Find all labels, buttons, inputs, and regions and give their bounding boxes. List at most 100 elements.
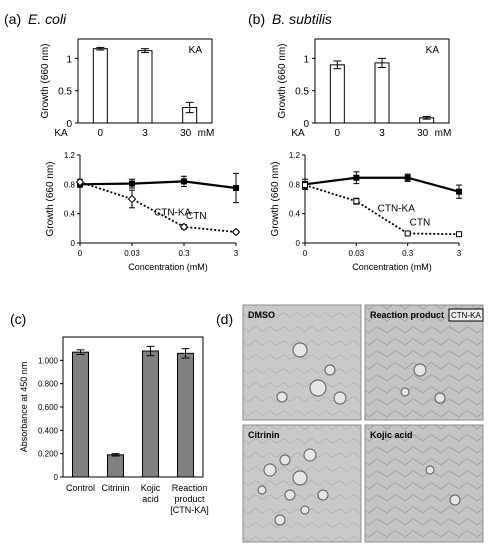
cell-shape (449, 494, 461, 506)
bar (92, 48, 108, 124)
cell-shape (292, 342, 308, 358)
x-tick-label: 0.03 (124, 249, 140, 258)
x-axis-label: Concentration (mM) (128, 262, 208, 272)
point-ctn-ka (233, 185, 239, 191)
bar (72, 351, 89, 478)
cell-shape (257, 485, 267, 495)
x-tick-label: 30 (417, 128, 429, 139)
panel-a-label: (a) (4, 11, 21, 27)
cell-shape (274, 514, 286, 526)
x-tick-label: 0 (303, 249, 308, 258)
x-tick-label: 0.3 (402, 249, 414, 258)
y-tick-label: 1.2 (289, 151, 301, 160)
panel-c-label: (c) (10, 311, 26, 327)
y-tick-label: 0.5 (295, 87, 309, 98)
y-tick-label: 1.000 (38, 356, 59, 365)
cell-shape (434, 392, 446, 404)
x-tick-label: 3 (379, 128, 385, 139)
chart-a-growth-line: 0 0.4 0.8 1.2 0 0.03 0.3 3 Concentration (mM) Gro… (45, 151, 241, 272)
y-tick-label: 0 (54, 473, 59, 482)
x-tick-label: 0 (78, 249, 83, 258)
x-unit-label: mM (435, 128, 452, 139)
y-tick-label: 1 (66, 54, 72, 65)
y-tick-label: 0 (296, 239, 301, 248)
chart-c-absorbance-bar: 0 0.200 0.400 0.600 0.800 1.000 Absorbance at … (19, 336, 209, 515)
cell-shape (300, 505, 310, 515)
micrograph-label: Reaction product (370, 310, 444, 320)
point-ctn (302, 182, 308, 189)
x-tick-label: 0 (335, 128, 341, 139)
micrograph-3 (364, 424, 484, 543)
point-ctn (179, 222, 189, 232)
y-axis-label: Growth (660 nm) (270, 161, 281, 236)
x-tick-label: 3 (142, 128, 148, 139)
micrograph-tag-box (448, 308, 484, 322)
x-axis-label: Concentration (mM) (352, 262, 432, 272)
cell-shape (324, 364, 336, 376)
y-tick-label: 0 (303, 119, 309, 130)
cell-shape (292, 470, 308, 486)
point-ctn-ka (404, 174, 411, 181)
series-line-ctn-ka (79, 180, 237, 190)
y-tick-label: 0.4 (64, 210, 76, 219)
x-tick-label: acid (142, 494, 159, 504)
series-label-ctn: CTN (410, 217, 431, 228)
micrograph-label: DMSO (248, 310, 275, 320)
x-tick-label: 3 (457, 249, 462, 258)
y-tick-label: 0.800 (38, 380, 59, 389)
micrograph-label: Kojic acid (370, 430, 413, 440)
y-tick-label: 0.8 (64, 180, 76, 189)
cell-shape (284, 489, 296, 501)
cell-shape (276, 391, 288, 403)
panel-b-heading: (b) B. subtilis (248, 11, 332, 27)
y-axis-label: Growth (660 nm) (40, 43, 51, 118)
micrograph-grid: DMSO Reaction product CTN-KA Citrinin Kojic … (242, 304, 484, 543)
y-axis-label: Growth (660 nm) (277, 43, 288, 118)
cell-shape (263, 463, 277, 477)
x-tick-label: 0.3 (178, 249, 190, 258)
point-ctn-ka (353, 174, 360, 181)
y-tick-label: 0 (71, 239, 76, 248)
cell-shape (413, 363, 427, 377)
cell-shape (317, 489, 329, 501)
bar (107, 454, 124, 478)
point-ctn (456, 231, 462, 238)
x-axis-prefix: KA (291, 128, 305, 139)
point-ctn-ka (456, 188, 462, 195)
x-tick-label: product (174, 494, 205, 504)
y-axis-label: Absorbance at 450 nm (19, 362, 29, 453)
y-tick-label: 0.5 (58, 87, 72, 98)
series-label-ctn: CTN (186, 211, 207, 222)
cell-shape (309, 379, 327, 397)
point-ctn (353, 198, 360, 205)
y-tick-label: 0 (66, 119, 72, 130)
x-tick-label: Kojic (141, 483, 161, 493)
micrograph-1 (364, 304, 484, 421)
x-tick-label: Control (66, 483, 95, 493)
panel-b-label: (b) (248, 11, 265, 27)
bar (374, 62, 390, 124)
x-tick-label: 0 (98, 128, 104, 139)
series-label-ctn-ka: CTN-KA (154, 207, 192, 218)
y-tick-label: 0.600 (38, 403, 59, 412)
micrograph-label: Citrinin (248, 430, 280, 440)
point-ctn-ka (129, 180, 135, 187)
annotation-ka: KA (426, 45, 440, 56)
panel-a-organism: E. coli (28, 11, 67, 27)
point-ctn (404, 230, 411, 237)
series-line-ctn-ka (304, 176, 460, 193)
x-tick-label: 3 (234, 249, 239, 258)
chart-b-growth-line: 0 0.4 0.8 1.2 0 0.03 0.3 3 Concentration (mM) Gro… (270, 151, 462, 272)
bar (177, 352, 194, 478)
y-tick-label: 1 (303, 54, 309, 65)
point-ctn-ka (181, 178, 187, 185)
bar (142, 350, 159, 478)
micrograph-tag: CTN-KA (451, 311, 481, 320)
y-tick-label: 0.8 (289, 180, 301, 189)
y-tick-label: 1.2 (64, 151, 76, 160)
y-tick-label: 0.400 (38, 426, 59, 435)
panel-d-label: (d) (216, 311, 233, 327)
